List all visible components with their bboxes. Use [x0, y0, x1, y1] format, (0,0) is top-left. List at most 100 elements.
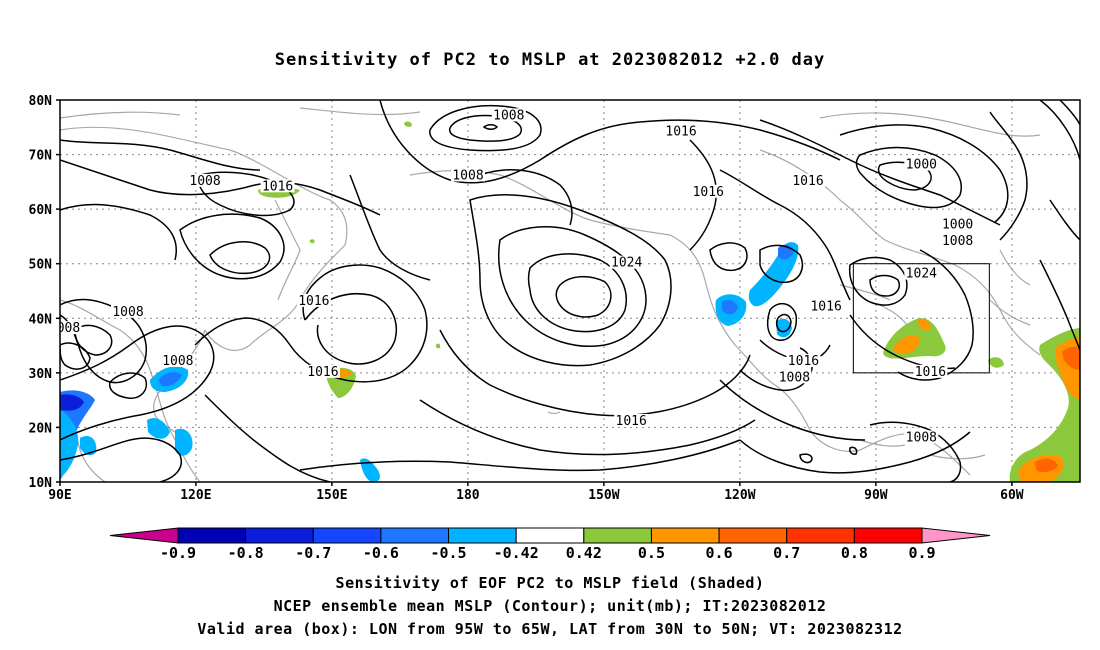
caption-line-2: NCEP ensemble mean MSLP (Contour); unit(…: [273, 597, 827, 615]
contour-label-bg: [791, 173, 825, 187]
contour-label-bg: [160, 353, 195, 367]
lat-label: 10N: [29, 476, 53, 491]
contour-label: 1016: [616, 414, 647, 429]
colorbar-swatch: [312, 527, 382, 544]
lat-label: 20N: [29, 421, 53, 436]
contour-label-bg: [111, 304, 145, 318]
contour-label-bg: [904, 157, 939, 171]
map-frame: [59, 99, 1081, 483]
colorbar-min-triangle: [109, 527, 179, 544]
contour-label: 1016: [262, 179, 293, 194]
colorbar-label: -0.5: [430, 544, 466, 562]
colorbar-swatch: [245, 527, 314, 544]
colorbar-label: -0.9: [160, 544, 196, 562]
contour-label-bg: [691, 184, 726, 198]
contour-label-bg: [664, 124, 699, 138]
contour-label-bg: [904, 266, 939, 280]
contour-label-bg: [296, 293, 331, 307]
contour-label: 1008: [112, 305, 143, 320]
lat-label: 80N: [29, 94, 53, 109]
contour-label-bg: [904, 430, 939, 444]
contour-label: 1016: [693, 185, 724, 200]
contour-label-bg: [451, 168, 485, 182]
contour-label: 1016: [298, 294, 329, 309]
contour-label: 1016: [810, 299, 841, 314]
chart-title: Sensitivity of PC2 to MSLP at 2023082012…: [274, 50, 826, 70]
colorbar-label: 0.42: [566, 544, 602, 562]
colorbar-label: 0.9: [908, 544, 935, 562]
contour-label: 1008: [493, 108, 524, 123]
contour-label: 1008: [189, 174, 220, 189]
lon-label: 150W: [588, 488, 619, 503]
colorbar-label: 0.5: [638, 544, 665, 562]
colorbar-swatch: [448, 527, 517, 544]
contour-label-bg: [786, 353, 821, 367]
lat-label: 50N: [29, 258, 53, 273]
colorbar-label: -0.7: [295, 544, 331, 562]
contour-label: 1016: [307, 365, 338, 380]
caption-line-3: Valid area (box): LON from 95W to 65W, L…: [197, 620, 903, 638]
contour-label-bg: [60, 321, 82, 335]
contour-label-bg: [940, 217, 975, 231]
contour-label: 1008: [906, 430, 937, 445]
lat-label: 30N: [29, 367, 53, 382]
contour-label: 1008: [942, 234, 973, 249]
shaded-sensitivity: [60, 121, 1080, 482]
grid-lines: [60, 100, 1080, 482]
lon-label: 90E: [48, 488, 71, 503]
colorbar-max-triangle: [921, 527, 991, 544]
lon-label: 150E: [316, 488, 347, 503]
caption-line-1: Sensitivity of EOF PC2 to MSLP field (Sh…: [335, 574, 765, 592]
colorbar: -0.9 -0.8 -0.7 -0.6 -0.5 -0.42 0.42 0.5 0.6 0.7 0.…: [109, 527, 991, 562]
contour-label-bg: [614, 413, 649, 427]
colorbar-swatch: [515, 527, 585, 544]
lat-label: 70N: [29, 149, 53, 164]
contour-label-bg: [913, 364, 948, 378]
contour-label-bg: [609, 255, 644, 269]
contour-label-bg: [940, 233, 975, 247]
lon-label: 120W: [724, 488, 755, 503]
contour-label: 1008: [779, 370, 810, 385]
lon-label: 90W: [864, 488, 888, 503]
latitude-labels: 80N 70N 60N 50N 40N 30N 20N 10N: [29, 94, 53, 491]
colorbar-label: -0.6: [363, 544, 399, 562]
contour-label: 1016: [788, 354, 819, 369]
mslp-contours: [60, 100, 1080, 482]
colorbar-swatch: [853, 527, 923, 544]
lon-label: 180: [456, 488, 480, 503]
colorbar-label: 0.7: [773, 544, 800, 562]
contour-label: 1016: [915, 365, 946, 380]
lat-label: 40N: [29, 312, 53, 327]
longitude-labels: 90E 120E 150E 180 150W 120W 90W 60W: [48, 488, 1024, 503]
contour-label-bg: [305, 364, 340, 378]
contour-label: 1016: [665, 125, 696, 140]
contour-label: 1024: [611, 256, 642, 271]
colorbar-swatch: [786, 527, 855, 544]
contour-label-bg: [260, 179, 295, 193]
colorbar-swatch: [650, 527, 720, 544]
contour-label-bg: [188, 173, 223, 187]
contour-label: 1016: [792, 174, 823, 189]
colorbar-swatch: [718, 527, 788, 544]
lon-label: 60W: [1000, 488, 1024, 503]
contour-label: 1008: [49, 321, 80, 336]
contour-label-bg: [809, 299, 844, 313]
axis-ticks: [56, 99, 1013, 486]
colorbar-label: -0.42: [494, 544, 539, 562]
contour-label-bg: [777, 370, 812, 384]
contour-label: 1008: [452, 168, 483, 183]
contour-label-bg: [491, 108, 526, 122]
colorbar-swatch: [177, 527, 247, 544]
colorbar-swatch: [380, 527, 450, 544]
colorbar-label: 0.6: [706, 544, 733, 562]
colorbar-label: -0.8: [228, 544, 264, 562]
lon-label: 120E: [180, 488, 211, 503]
colorbar-swatch: [583, 527, 652, 544]
lat-label: 60N: [29, 203, 53, 218]
contour-label: 1000: [942, 218, 973, 233]
colorbar-label: 0.8: [841, 544, 868, 562]
contour-label: 1024: [906, 267, 937, 282]
